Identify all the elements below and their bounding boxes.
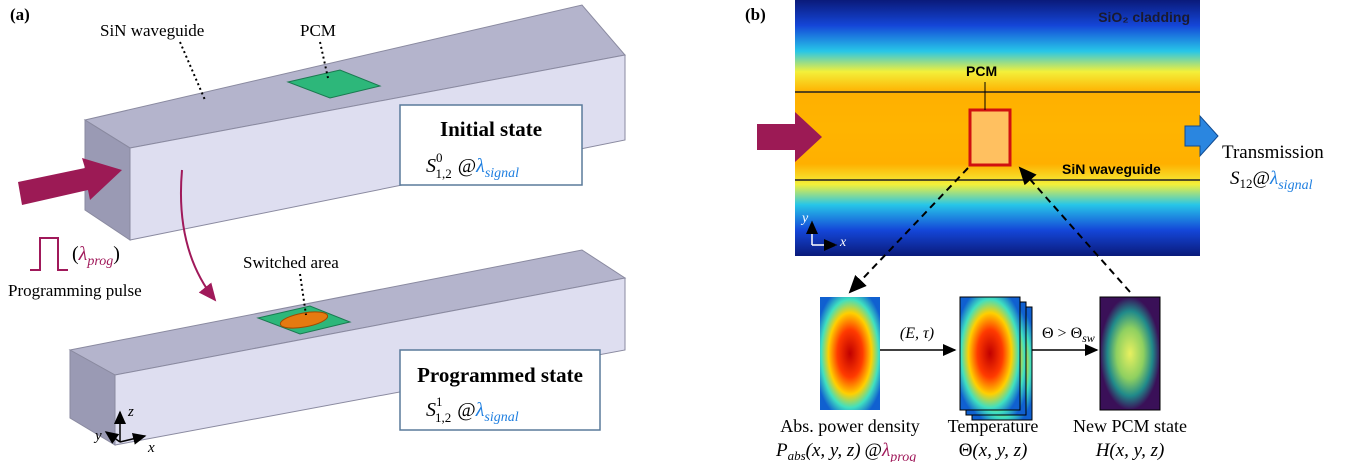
panel-label: (b)	[745, 5, 766, 24]
waveguide-bottom	[68, 249, 627, 446]
symbol: S	[426, 399, 436, 421]
axis-label: z	[127, 404, 134, 420]
state-map	[1099, 296, 1161, 411]
sup: 0	[436, 150, 443, 165]
axis-label: y	[93, 428, 102, 444]
lambda-sub: prog	[86, 254, 113, 269]
lambda-sub: signal	[484, 410, 518, 425]
axis-label: x	[839, 235, 847, 250]
paren: )	[113, 243, 120, 265]
symbol: P	[775, 440, 788, 461]
initial-state-box: Initial state S0 1,2 @λsignal	[399, 104, 583, 186]
lambda-sub: prog	[889, 450, 916, 462]
input-arrow	[757, 112, 822, 162]
symbol: Θ	[959, 440, 973, 461]
cladding-label: SiO₂ cladding	[1098, 9, 1190, 25]
pointer	[299, 273, 307, 316]
programmed-state-box: Programmed state S1 1,2 @λsignal	[399, 349, 601, 431]
paren: (	[72, 243, 79, 265]
pointer	[179, 41, 206, 101]
temperature-maps	[959, 296, 1033, 421]
output-arrow	[1184, 114, 1219, 158]
switched-area-label: Switched area	[243, 253, 339, 272]
program-arrow	[179, 169, 217, 302]
title: Transmission	[1222, 142, 1324, 163]
step-formula: Pabs(x, y, z) @λprog	[775, 440, 916, 462]
power-map	[820, 297, 880, 410]
axis-label: y	[800, 211, 809, 226]
symbol: S	[426, 155, 436, 177]
at: @	[1253, 168, 1271, 189]
sup: 1	[436, 394, 442, 409]
axes-b	[806, 220, 838, 251]
state-formula: S0 1,2 @λsignal	[426, 150, 519, 181]
field-map	[795, 0, 1200, 256]
state-formula: S1 1,2 @λsignal	[426, 394, 519, 425]
panel-label: (a)	[10, 5, 30, 24]
state-title: Initial state	[440, 117, 542, 141]
lambda: λ	[78, 243, 88, 265]
symbol: H	[1095, 440, 1111, 461]
transmission: Transmission S12@λsignal	[1222, 142, 1324, 193]
step-formula: Θ(x, y, z)	[959, 440, 1028, 461]
args: (x, y, z)	[972, 440, 1027, 461]
pointer	[319, 41, 329, 79]
sub: 1,2	[436, 166, 452, 181]
symbol: S	[1230, 168, 1240, 189]
at: @	[457, 399, 475, 421]
pcm-label: PCM	[966, 63, 997, 79]
sub: abs	[788, 448, 806, 462]
waveguide-label: SiN waveguide	[1062, 161, 1161, 177]
pulse-label: (λprog)	[72, 243, 120, 269]
step-caption: New PCM state	[1073, 416, 1187, 436]
text: Θ > Θ	[1042, 325, 1082, 342]
axes-a	[104, 410, 147, 445]
waveguide-label: SiN waveguide	[100, 21, 204, 40]
dashed-arrow	[848, 167, 969, 294]
lambda-sub: signal	[485, 166, 519, 181]
lambda: λ	[475, 155, 485, 177]
args: (x, y, z)	[1109, 440, 1164, 461]
args: (x, y, z)	[806, 440, 861, 461]
sub: 12	[1240, 176, 1253, 191]
lambda-sub: signal	[1278, 178, 1312, 193]
dashed-arrow	[1018, 166, 1131, 293]
step-caption: Temperature	[948, 416, 1039, 436]
lambda: λ	[475, 399, 485, 421]
arrow-label: (E, τ)	[900, 325, 934, 342]
input-arrow	[18, 158, 122, 205]
sub: 1,2	[435, 410, 451, 425]
pulse-shape	[30, 237, 68, 271]
step-formula: H(x, y, z)	[1095, 440, 1165, 461]
sub: sw	[1082, 331, 1095, 345]
arrow-label: Θ > Θsw	[1042, 325, 1095, 345]
state-title: Programmed state	[417, 363, 583, 387]
pcm-label: PCM	[300, 21, 336, 40]
axis-label: x	[147, 440, 155, 456]
at: @	[865, 440, 883, 461]
at: @	[458, 155, 476, 177]
pulse-caption: Programming pulse	[8, 281, 142, 300]
lambda: λ	[881, 440, 890, 461]
step-caption: Abs. power density	[780, 416, 919, 436]
lambda: λ	[1269, 168, 1278, 189]
